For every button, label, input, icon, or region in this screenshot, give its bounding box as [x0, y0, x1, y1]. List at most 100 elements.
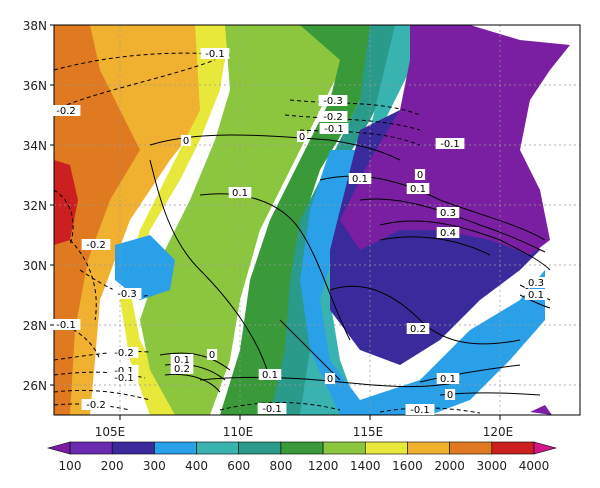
contour-label: -0.3: [318, 95, 348, 107]
lon-tick-label: 110E: [223, 425, 254, 439]
contour-label: 0.1: [348, 173, 372, 185]
colorbar-label: 1600: [392, 459, 423, 473]
contour-label: -0.2: [109, 347, 139, 359]
svg-text:0.1: 0.1: [174, 355, 190, 366]
colorbar-label: 3000: [477, 459, 508, 473]
lat-tick-label: 26N: [23, 379, 47, 393]
lat-tick-label: 32N: [23, 199, 47, 213]
svg-text:0.1: 0.1: [410, 184, 426, 195]
svg-text:-0.2: -0.2: [323, 112, 343, 123]
colorbar-segment: [111, 441, 155, 455]
contour-label: 0.2: [406, 323, 430, 335]
svg-text:-0.3: -0.3: [117, 289, 137, 300]
contour-label: -0.3: [112, 288, 142, 300]
svg-text:0.1: 0.1: [232, 188, 248, 199]
colorbar-segment: [407, 441, 450, 455]
svg-text:0: 0: [183, 136, 189, 147]
lat-tick-label: 30N: [23, 259, 47, 273]
svg-text:0: 0: [417, 170, 423, 181]
contour-label: 0: [444, 389, 456, 401]
map-plot-area: [54, 25, 580, 415]
colorbar-segment: [449, 441, 493, 455]
svg-text:0.4: 0.4: [440, 228, 456, 239]
colorbar-label: 300: [143, 459, 166, 473]
contour-label: 0.1: [436, 373, 460, 385]
elevation-region-red-west: [54, 160, 78, 245]
island-se: [530, 405, 552, 415]
lat-tick-label: 38N: [23, 19, 47, 33]
colorbar-label: 4000: [519, 459, 550, 473]
colorbar-segment: [154, 441, 197, 455]
contour-label: 0.1: [170, 354, 194, 366]
contour-label: -0.1: [109, 372, 139, 384]
colorbar-label: 400: [185, 459, 208, 473]
contour-lines-negative: [54, 52, 481, 414]
svg-text:-0.3: -0.3: [323, 96, 343, 107]
colorbar-segment: [364, 441, 408, 455]
elevation-region-yellow: [120, 25, 230, 415]
elevation-region-lightgreen: [140, 25, 345, 415]
axis-ticks: [50, 24, 501, 420]
contour-label: 0.3: [524, 277, 548, 289]
colorbar-label: 200: [101, 459, 124, 473]
contour-label: 0: [324, 373, 336, 385]
contour-label: 0.1: [524, 289, 548, 301]
svg-text:-0.1: -0.1: [262, 404, 282, 415]
contour-label: 0: [180, 135, 192, 147]
contour-label: -0.1: [51, 319, 81, 331]
contour-label: 0: [414, 169, 426, 181]
gridlines: [54, 25, 580, 415]
colorbar-label: 800: [269, 459, 292, 473]
elevation-region-lightorange: [70, 25, 225, 415]
svg-text:0.2: 0.2: [174, 364, 190, 375]
plot-frame: [53, 24, 581, 416]
colorbar-label: 2000: [434, 459, 465, 473]
colorbar-label: 1400: [350, 459, 381, 473]
svg-text:-0.2: -0.2: [86, 240, 106, 251]
contour-label: 0.2: [170, 363, 194, 375]
contour-label: 0.1: [258, 369, 282, 381]
contour-label: -0.2: [81, 399, 111, 411]
contour-label: -0.1: [200, 48, 230, 60]
colorbar-label: 1200: [308, 459, 339, 473]
svg-text:-0.1: -0.1: [114, 373, 134, 384]
colorbar-segment: [46, 441, 71, 455]
svg-text:0.3: 0.3: [440, 208, 456, 219]
contour-label: -0.1: [435, 138, 465, 150]
colorbar-labels: 100 200 300 400 600 800 1200 1400 1600 2000 3000 40…: [59, 459, 550, 473]
colorbar-segment: [280, 441, 324, 455]
svg-text:-0.1: -0.1: [56, 320, 76, 331]
colorbar-label: 100: [59, 459, 82, 473]
contour-labels: -0.1-0.2-0.3-0.2-0.10 0-0.10.100.10.10.30…: [51, 48, 548, 416]
lat-tick-label: 34N: [23, 139, 47, 153]
contour-label: 0: [296, 131, 308, 143]
lon-tick-label: 115E: [353, 425, 384, 439]
contour-label: -0.1: [405, 404, 435, 416]
colorbar-segment: [196, 441, 240, 455]
svg-text:0.2: 0.2: [410, 324, 426, 335]
elevation-region-blue: [300, 150, 545, 415]
svg-text:-0.2: -0.2: [114, 348, 134, 359]
svg-text:0.1: 0.1: [262, 370, 278, 381]
contour-label: 0.1: [406, 183, 430, 195]
colorbar-segment: [69, 441, 113, 455]
svg-text:0: 0: [447, 390, 453, 401]
svg-text:-0.1: -0.1: [114, 366, 134, 377]
lat-tick-label: 36N: [23, 79, 47, 93]
colorbar-label: 600: [227, 459, 250, 473]
svg-text:0: 0: [327, 374, 333, 385]
svg-text:0.1: 0.1: [352, 174, 368, 185]
svg-text:0.1: 0.1: [528, 290, 544, 301]
contour-label: 0.1: [228, 187, 252, 199]
lon-tick-label: 105E: [95, 425, 126, 439]
svg-text:0: 0: [209, 350, 215, 361]
svg-text:-0.1: -0.1: [410, 405, 430, 416]
svg-text:-0.1: -0.1: [205, 49, 225, 60]
lat-tick-label: 28N: [23, 319, 47, 333]
contour-label: -0.2: [81, 239, 111, 251]
contour-label: -0.1: [319, 123, 349, 135]
svg-text:-0.2: -0.2: [56, 106, 76, 117]
lon-tick-label: 120E: [483, 425, 514, 439]
contour-label: 0.3: [436, 207, 460, 219]
